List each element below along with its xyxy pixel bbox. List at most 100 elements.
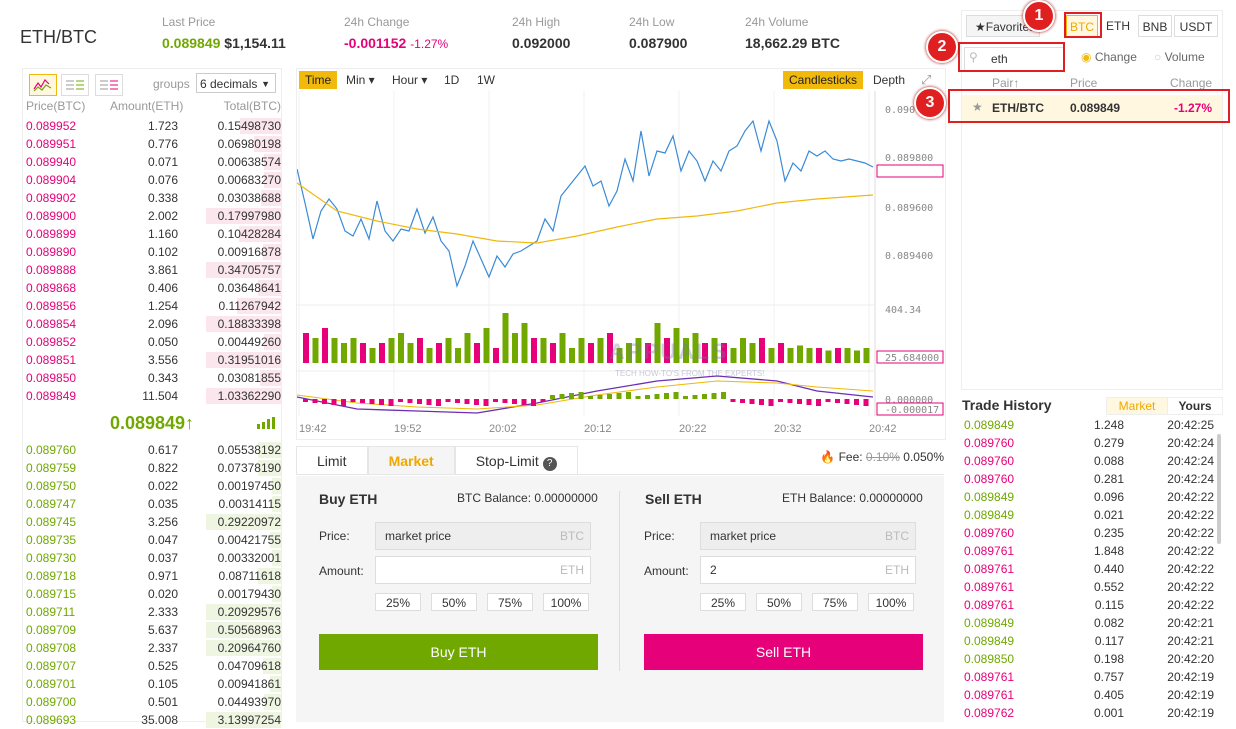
sell-price-input[interactable]: market price BTC [700,522,916,550]
order-book-row[interactable]: 0.089854 2.096 0.18833398 [23,315,281,333]
sort-change[interactable]: ◉ Change [1081,50,1137,64]
order-book-row[interactable]: 0.089730 0.037 0.00332001 [23,549,281,567]
order-book-row[interactable]: 0.089715 0.020 0.00179430 [23,585,281,603]
sell-button[interactable]: Sell ETH [644,634,923,670]
order-book-row[interactable]: 0.089708 2.337 0.20964760 [23,639,281,657]
help-icon[interactable]: ? [542,457,557,471]
volume-bar [388,338,395,363]
volume-bar [436,343,442,363]
stat-24h-volume: 24h Volume 18,662.29 BTC [745,15,840,51]
order-book-row[interactable]: 0.089940 0.071 0.00638574 [23,153,281,171]
order-book-row[interactable]: 0.089711 2.333 0.20929576 [23,603,281,621]
sell-amount-input[interactable]: 2 ETH [700,556,916,584]
sell-pct-100[interactable]: 100% [868,593,914,611]
order-book-row[interactable]: 0.089745 3.256 0.29220972 [23,513,281,531]
volume-bar [692,333,699,363]
view-candlesticks[interactable]: Candlesticks [783,71,864,89]
order-book-row[interactable]: 0.089899 1.160 0.10428284 [23,225,281,243]
sort-volume[interactable]: ○ Volume [1154,50,1205,64]
macd-bar [692,395,698,399]
order-book-row[interactable]: 0.089852 0.050 0.00449260 [23,333,281,351]
order-book-row[interactable]: 0.089851 3.556 0.31951016 [23,351,281,369]
order-book-row[interactable]: 0.089700 0.501 0.04493970 [23,693,281,711]
tab-stop-limit[interactable]: Stop-Limit ? [454,446,578,474]
order-book-row[interactable]: 0.089747 0.035 0.00314115 [23,495,281,513]
interval-hour[interactable]: Hour ▾ [392,73,428,87]
buy-pct-25[interactable]: 25% [375,593,421,611]
tab-usdt[interactable]: USDT [1174,15,1218,37]
order-book-row[interactable]: 0.089849 11.504 1.03362290 [23,387,281,405]
fullscreen-icon[interactable]: ⤢ [921,72,932,87]
market-row[interactable]: ★ ETH/BTC 0.089849 -1.27% [962,95,1222,121]
order-book-row[interactable]: 0.089900 2.002 0.17997980 [23,207,281,225]
sell-amount-label: Amount: [644,564,689,578]
tab-market-trades[interactable]: Market [1106,397,1168,415]
order-book-row[interactable]: 0.089890 0.102 0.00916878 [23,243,281,261]
order-book-row[interactable]: 0.089750 0.022 0.00197450 [23,477,281,495]
buy-pct-75[interactable]: 75% [487,593,533,611]
order-book-row[interactable]: 0.089868 0.406 0.03648641 [23,279,281,297]
interval-time[interactable]: Time [299,71,338,89]
scrollbar[interactable] [1217,434,1221,544]
trade-history-row: 0.089761 1.848 20:42:22 [961,542,1221,560]
tab-market[interactable]: Market [367,446,455,474]
col-price[interactable]: Price [1070,76,1098,90]
depth-bar [260,370,281,386]
order-book-row[interactable]: 0.089707 0.525 0.04709618 [23,657,281,675]
tab-eth[interactable]: ETH [1106,19,1130,33]
col-change[interactable]: Change [1170,76,1213,90]
sell-pct-75[interactable]: 75% [812,593,858,611]
sell-balance: ETH Balance: 0.00000000 [782,491,923,505]
order-book-row[interactable]: 0.089709 5.637 0.50568963 [23,621,281,639]
interval-min[interactable]: Min ▾ [346,73,375,87]
order-book-row[interactable]: 0.089888 3.861 0.34705757 [23,261,281,279]
order-book-row[interactable]: 0.089735 0.047 0.00421755 [23,531,281,549]
book-bids-icon[interactable] [61,74,89,96]
book-both-icon[interactable] [29,74,57,96]
buy-button[interactable]: Buy ETH [319,634,598,670]
tab-favorites[interactable]: ★Favorites [966,15,1040,37]
macd-bar [559,394,565,399]
view-depth[interactable]: Depth [873,73,906,87]
order-book-row[interactable]: 0.089904 0.076 0.00683270 [23,171,281,189]
tab-btc[interactable]: BTC [1066,15,1098,37]
interval-1w[interactable]: 1W [477,73,495,87]
fire-icon: 🔥 [820,450,836,464]
tab-bnb[interactable]: BNB [1138,15,1172,37]
interval-1d[interactable]: 1D [444,73,460,87]
order-book-row[interactable]: 0.089951 0.776 0.06980198 [23,135,281,153]
order-book-row[interactable]: 0.089693 35.008 3.13997254 [23,711,281,729]
macd-bar [483,399,489,406]
macd-bar [417,399,422,404]
book-asks-icon[interactable] [95,74,123,96]
trade-time: 20:42:22 [1167,526,1214,540]
order-book-row[interactable]: 0.089952 1.723 0.15498730 [23,117,281,135]
order-book-row[interactable]: 0.089701 0.105 0.00941861 [23,675,281,693]
buy-amount-input[interactable]: ETH [375,556,591,584]
volume-bar [379,343,385,363]
col-pair[interactable]: Pair↑ [992,76,1019,90]
callout-box-2 [958,42,1065,72]
order-book-row[interactable]: 0.089718 0.971 0.08711618 [23,567,281,585]
row-amount: 3.861 [147,263,178,277]
col-pair-label: Pair [992,76,1014,90]
depth-bar [239,226,281,242]
tab-your-trades[interactable]: Yours [1167,397,1223,415]
macd-bar [806,399,812,405]
order-book-row[interactable]: 0.089850 0.343 0.03081855 [23,369,281,387]
star-icon[interactable]: ★ [972,100,983,114]
row-amount: 0.822 [147,461,178,475]
order-book-row[interactable]: 0.089760 0.617 0.05538192 [23,441,281,459]
row-total: 0.00941861 [217,677,281,691]
order-book-row[interactable]: 0.089759 0.822 0.07378190 [23,459,281,477]
decimals-select[interactable]: 6 decimals ▼ [196,73,276,93]
tab-limit[interactable]: Limit [296,446,368,474]
buy-pct-100[interactable]: 100% [543,593,589,611]
volume-bar [787,348,794,363]
buy-pct-50[interactable]: 50% [431,593,477,611]
order-book-row[interactable]: 0.089902 0.338 0.03038688 [23,189,281,207]
buy-price-input[interactable]: market price BTC [375,522,591,550]
order-book-row[interactable]: 0.089856 1.254 0.11267942 [23,297,281,315]
sell-pct-50[interactable]: 50% [756,593,802,611]
sell-pct-25[interactable]: 25% [700,593,746,611]
